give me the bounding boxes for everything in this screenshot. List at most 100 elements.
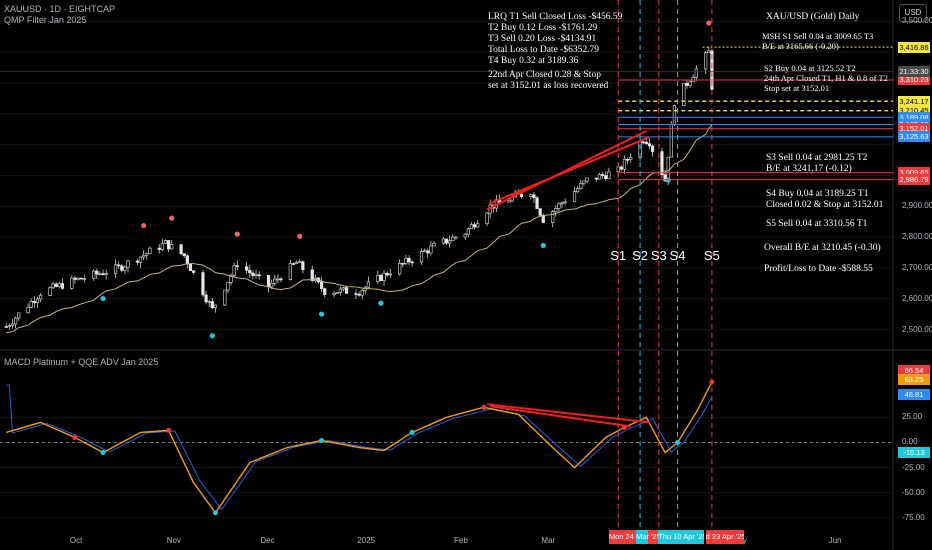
candle-body: [604, 175, 608, 180]
candle-body: [210, 301, 214, 308]
price-level-tag: 3,189.08: [898, 111, 930, 123]
candle-body: [382, 272, 386, 281]
candle-body: [694, 68, 698, 78]
candle-body: [298, 261, 302, 263]
candle-body: [120, 265, 124, 271]
msh-note: MSH S1 Sell 0.04 at 3009.65 T3 B/E at 31…: [762, 31, 873, 51]
candle-body: [17, 312, 21, 319]
x-tick-label: Dec: [260, 536, 275, 545]
macd-tick-label: 0.00: [902, 437, 918, 447]
candle-body: [407, 257, 411, 263]
candle-body: [619, 166, 623, 170]
candle-body: [572, 191, 577, 203]
candle-body: [32, 301, 36, 303]
macd-cross-dot: [675, 439, 681, 445]
x-marker-box: Thu 10 Apr '25: [658, 530, 705, 544]
candle-body: [323, 288, 327, 295]
candle-body: [223, 289, 227, 306]
loss-note-5: T4 Buy 0.32 at 3189.36: [488, 56, 579, 66]
candle-body: [444, 238, 449, 244]
s2-note: S2 Buy 0.04 at 3125.52 T2 24th Apr Close…: [764, 63, 888, 93]
candle-body: [366, 281, 371, 288]
x-tick-label: Oct: [69, 536, 83, 545]
candle-body: [185, 255, 189, 265]
candle-body: [101, 273, 105, 275]
macd-cross-dot: [212, 510, 218, 516]
candle-body: [279, 278, 283, 281]
macd-divergence-line: [486, 403, 650, 424]
closed-note-1: 22nd Apr Closed 0.28 & Stop: [488, 70, 601, 80]
s2-note-3: Stop set at 3152.01: [764, 83, 830, 93]
candle-body: [554, 208, 558, 212]
candle-body: [669, 124, 673, 158]
candle-body: [126, 260, 130, 268]
candle-body: [182, 253, 186, 257]
x-marker-box: Mar: [636, 530, 649, 544]
signal-label-s5: S5: [703, 248, 720, 263]
divergence-line: [486, 129, 647, 211]
macd-value-tag: -10.13: [898, 447, 930, 459]
candle-body: [644, 141, 648, 144]
price-level-tag: 3,416.86: [898, 41, 930, 53]
candle-body: [170, 244, 174, 250]
currency-button[interactable]: USD: [899, 4, 927, 22]
candle-body: [82, 278, 86, 280]
price-tick-label: 2,700.00: [902, 262, 932, 272]
candle-body: [57, 283, 61, 287]
macd-cross-dot: [72, 434, 78, 440]
x-tick-label: Jun: [828, 536, 842, 545]
candle-body: [469, 224, 474, 229]
s4-note-1: S4 Buy 0.04 at 3189.25 T1: [766, 189, 869, 199]
macd-tick-label: -50.00: [902, 487, 925, 497]
closed-note-2: set at 3152.01 as loss recovered: [488, 81, 609, 91]
candle-body: [60, 283, 65, 289]
candle-body: [160, 243, 164, 250]
s4-note-2: Closed 0.02 & Stop at 3152.01: [766, 200, 884, 210]
candle-body: [26, 306, 30, 314]
candle-body: [341, 287, 346, 290]
candle-body: [117, 264, 121, 267]
candle-body: [582, 180, 586, 184]
candle-body: [519, 193, 524, 197]
candle-body: [35, 298, 40, 303]
candle-body: [423, 250, 427, 253]
macd-tick-label: -25.00: [902, 462, 925, 472]
macd-cross-dot: [481, 404, 487, 410]
macd-cross-dot: [709, 379, 715, 385]
swing-high-dot: [141, 222, 147, 229]
candle-body: [682, 83, 686, 107]
macd-cross-dot: [166, 427, 172, 433]
candle-body: [641, 141, 645, 144]
candle-body: [707, 50, 711, 54]
candle-body: [538, 208, 542, 216]
candle-body: [76, 277, 80, 280]
candle-body: [429, 245, 433, 254]
price-tick-label: 3,500.00: [902, 16, 932, 26]
candle-body: [38, 295, 43, 300]
candle-body: [51, 283, 55, 289]
candle-body: [376, 274, 380, 283]
macd-value-tag: 48.81: [898, 388, 930, 400]
swing-low-dot: [540, 242, 546, 249]
candle-body: [357, 293, 361, 296]
candle-body: [229, 275, 233, 283]
candle-body: [585, 177, 589, 182]
signal-label-s1: S1: [610, 248, 627, 263]
candle-body: [251, 272, 255, 276]
candle-body: [704, 52, 708, 70]
candle-body: [473, 224, 477, 228]
msh-note-2: B/E at 3165.66 (-0.20): [762, 41, 839, 51]
candle-body: [245, 266, 249, 271]
candle-body: [95, 270, 99, 275]
candle-body: [625, 159, 630, 161]
candle-body: [123, 266, 127, 271]
macd-line: [6, 381, 713, 515]
candle-body: [7, 325, 11, 327]
candle-body: [647, 143, 652, 147]
s2-note-2: 24th Apr Closed T1, H1 & 0.8 of T2: [764, 73, 888, 83]
candle-body: [529, 194, 533, 197]
candle-body: [463, 233, 467, 238]
swing-high-dot: [297, 233, 303, 239]
candle-body: [213, 304, 218, 308]
candle-body: [70, 277, 74, 289]
